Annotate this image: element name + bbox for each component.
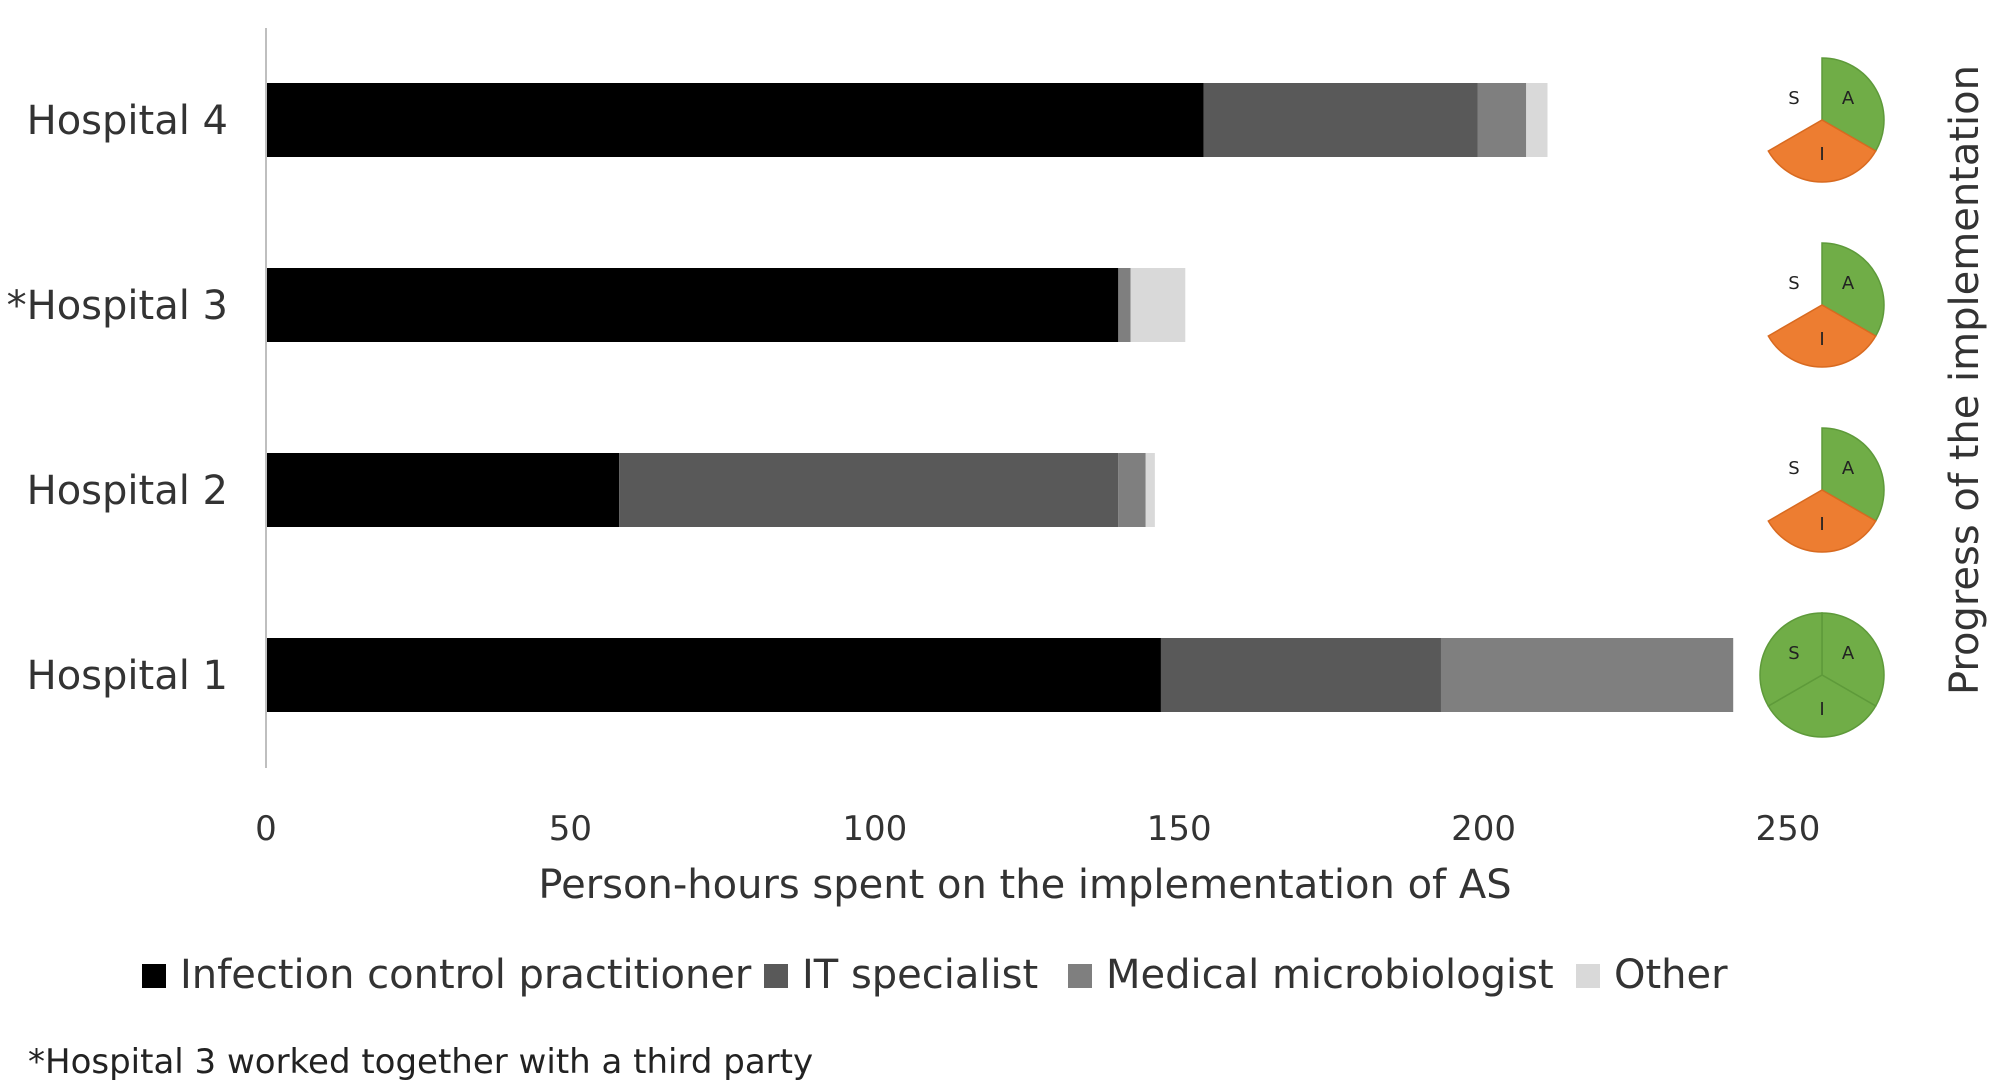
bar-hospital-2-it-specialist — [619, 453, 1119, 527]
pie-hospital-4-segment-a — [1821, 57, 1885, 153]
legend-label-medical-microbiologist: Medical microbiologist — [1106, 952, 1554, 998]
progress-title: Progress of the implementation — [1942, 65, 1988, 695]
bar-hospital-3-medical-microbiologist — [1118, 268, 1131, 342]
x-tick-0: 0 — [255, 809, 277, 849]
pie-hospital-1-label-s: S — [1788, 643, 1799, 664]
legend-swatch-other — [1576, 964, 1600, 988]
legend-swatch-medical-microbiologist — [1068, 964, 1092, 988]
legend-swatch-infection-control-practitioner — [142, 964, 166, 988]
x-tick-100: 100 — [842, 809, 907, 849]
bar-hospital-1-medical-microbiologist — [1440, 638, 1734, 712]
pie-hospital-4-label-s: S — [1788, 88, 1799, 109]
pie-hospital-1-segment-i — [1767, 674, 1877, 738]
legend: Infection control practitioner IT special… — [142, 952, 1728, 998]
progress-pies: S A I S A I S A I S A I — [1759, 57, 1885, 738]
pie-hospital-3-label-s: S — [1788, 273, 1799, 294]
pie-hospital-1-label-i: I — [1819, 699, 1824, 720]
pie-hospital-2-label-i: I — [1819, 514, 1824, 535]
footnote: *Hospital 3 worked together with a third… — [28, 1042, 813, 1082]
x-tick-150: 150 — [1147, 809, 1212, 849]
pie-hospital-3-label-a: A — [1842, 273, 1855, 294]
bar-hospital-2-other — [1145, 453, 1155, 527]
pie-hospital-3-label-i: I — [1819, 329, 1824, 350]
category-labels: Hospital 1 Hospital 2 *Hospital 3 Hospital … — [7, 98, 228, 699]
pie-hospital-1-segment-s — [1759, 612, 1823, 708]
category-label-hospital-2: Hospital 2 — [27, 468, 228, 514]
pie-hospital-2-label-a: A — [1842, 458, 1855, 479]
category-label-hospital-3: *Hospital 3 — [7, 283, 228, 329]
legend-swatch-it-specialist — [764, 964, 788, 988]
pie-hospital-2-label-s: S — [1788, 458, 1799, 479]
x-axis-title: Person-hours spent on the implementation… — [538, 862, 1511, 908]
pie-hospital-3-segment-a — [1821, 242, 1885, 338]
bars-layer — [266, 83, 1734, 712]
x-tick-50: 50 — [549, 809, 592, 849]
bar-hospital-3-infection-control-practitioner — [266, 268, 1119, 342]
bar-hospital-4-infection-control-practitioner — [266, 83, 1204, 157]
bar-hospital-3-other — [1130, 268, 1186, 342]
category-label-hospital-1: Hospital 1 — [27, 653, 228, 699]
bar-hospital-1-it-specialist — [1160, 638, 1441, 712]
pie-hospital-3-segment-i — [1767, 304, 1877, 368]
pie-hospital-1-label-a: A — [1842, 643, 1855, 664]
bar-hospital-2-medical-microbiologist — [1118, 453, 1146, 527]
bar-hospital-4-medical-microbiologist — [1477, 83, 1527, 157]
bar-hospital-2-infection-control-practitioner — [266, 453, 620, 527]
bar-hospital-4-other — [1526, 83, 1548, 157]
bar-hospital-1-infection-control-practitioner — [266, 638, 1161, 712]
pie-hospital-4-label-a: A — [1842, 88, 1855, 109]
bar-hospital-4-it-specialist — [1203, 83, 1478, 157]
x-tick-labels: 0 50 100 150 200 250 — [255, 809, 1820, 849]
legend-label-infection-control-practitioner: Infection control practitioner — [180, 952, 752, 998]
category-label-hospital-4: Hospital 4 — [27, 98, 228, 144]
pie-hospital-1-segment-a — [1821, 612, 1885, 708]
pie-hospital-2-segment-i — [1767, 489, 1877, 553]
x-tick-200: 200 — [1451, 809, 1516, 849]
legend-label-it-specialist: IT specialist — [802, 952, 1038, 998]
x-tick-250: 250 — [1756, 809, 1821, 849]
pie-hospital-2-segment-a — [1821, 427, 1885, 523]
pie-hospital-4-label-i: I — [1819, 144, 1824, 165]
legend-label-other: Other — [1614, 952, 1728, 998]
pie-hospital-4-segment-i — [1767, 119, 1877, 183]
